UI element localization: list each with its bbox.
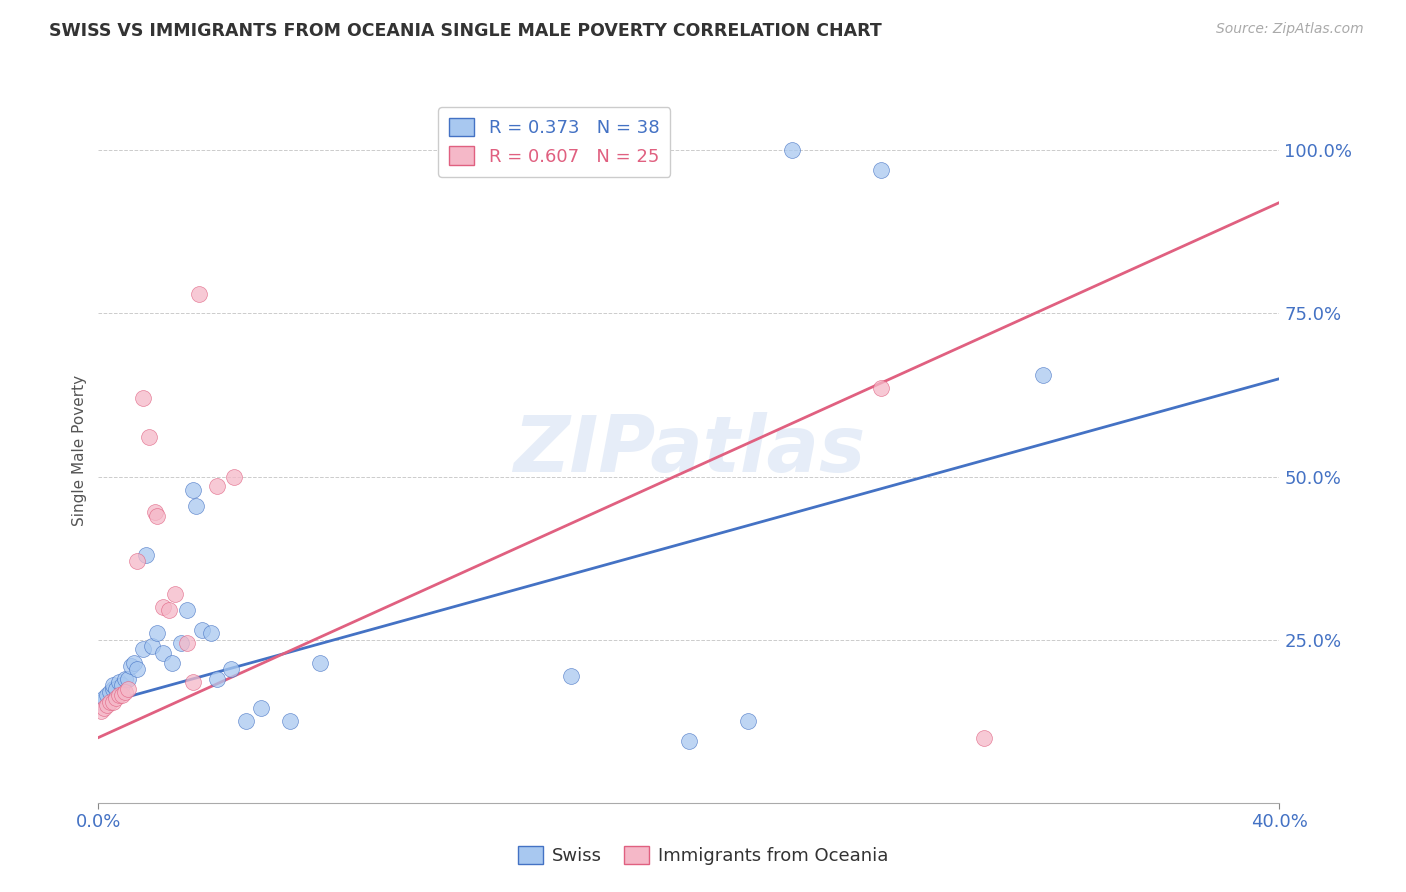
Point [205,479,228,493]
Point [250,701,273,715]
Point [181,483,204,497]
Point [152,646,174,660]
Point [108,675,131,690]
Legend: R = 0.373   N = 38, R = 0.607   N = 25: R = 0.373 N = 38, R = 0.607 N = 25 [439,107,671,177]
Point [176,636,198,650]
Point [782,144,804,158]
Point [235,714,257,729]
Point [678,734,700,748]
Point [737,714,759,729]
Y-axis label: Single Male Poverty: Single Male Poverty [72,375,87,526]
Point [122,656,145,670]
Point [870,162,893,177]
Point [90,695,112,709]
Point [93,691,115,706]
Point [162,656,183,670]
Text: ZIPatlas: ZIPatlas [513,412,865,489]
Point [184,499,207,513]
Point [152,600,174,615]
Point [170,636,193,650]
Point [93,701,115,715]
Point [103,695,125,709]
Point [870,382,893,396]
Point [105,681,128,696]
Point [560,668,582,682]
Point [103,678,125,692]
Point [146,508,169,523]
Point [132,391,155,405]
Point [143,505,166,519]
Point [205,672,228,686]
Legend: Swiss, Immigrants from Oceania: Swiss, Immigrants from Oceania [510,838,896,872]
Point [117,681,139,696]
Point [146,626,169,640]
Point [191,623,214,637]
Text: SWISS VS IMMIGRANTS FROM OCEANIA SINGLE MALE POVERTY CORRELATION CHART: SWISS VS IMMIGRANTS FROM OCEANIA SINGLE … [49,22,882,40]
Point [132,642,155,657]
Point [1032,368,1054,383]
Point [221,662,243,676]
Point [90,705,112,719]
Point [973,731,995,745]
Point [224,469,246,483]
Point [108,688,131,702]
Point [117,672,139,686]
Text: Source: ZipAtlas.com: Source: ZipAtlas.com [1216,22,1364,37]
Point [96,688,118,702]
Point [111,688,134,702]
Point [135,548,157,562]
Point [103,681,125,696]
Point [157,603,180,617]
Point [125,554,148,568]
Point [138,430,160,444]
Point [200,626,222,640]
Point [141,639,163,653]
Point [114,672,136,686]
Point [181,675,204,690]
Point [309,656,332,670]
Point [280,714,302,729]
Point [105,691,128,706]
Point [114,685,136,699]
Point [111,678,134,692]
Point [176,603,198,617]
Point [187,286,209,301]
Point [98,685,121,699]
Point [98,695,121,709]
Point [165,587,187,601]
Point [96,698,118,712]
Point [120,658,142,673]
Point [125,662,148,676]
